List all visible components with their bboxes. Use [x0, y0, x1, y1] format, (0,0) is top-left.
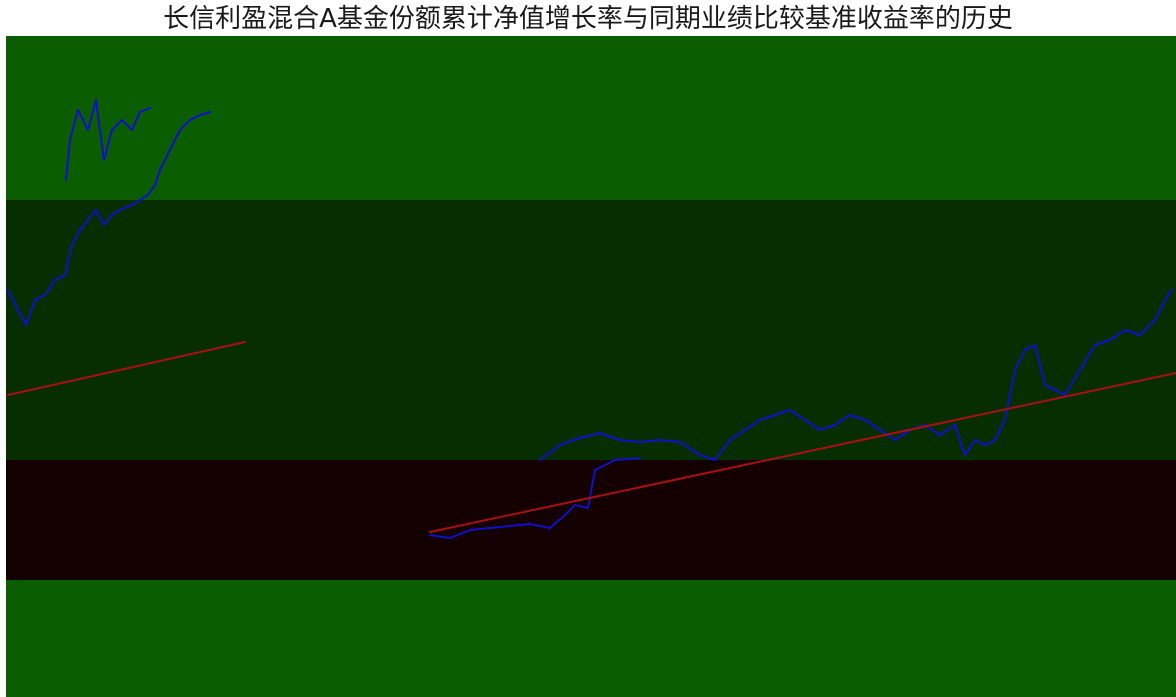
band-green-top: [6, 36, 1176, 178]
series-line-3: [429, 457, 641, 539]
series-line-6: [429, 372, 1176, 533]
plot-bands: [6, 36, 1176, 697]
series-line-1: [7, 111, 211, 326]
series-layer: [7, 99, 1176, 539]
band-green-bottom: [6, 580, 1176, 697]
band-dark-green: [6, 200, 1176, 460]
band-green-strip: [6, 178, 1176, 200]
series-line-2: [65, 99, 151, 181]
chart-title: 长信利盈混合A基金份额累计净值增长率与同期业绩比较基准收益率的历史: [163, 4, 1013, 34]
band-maroon: [6, 460, 1176, 580]
series-line-5: [7, 341, 246, 396]
